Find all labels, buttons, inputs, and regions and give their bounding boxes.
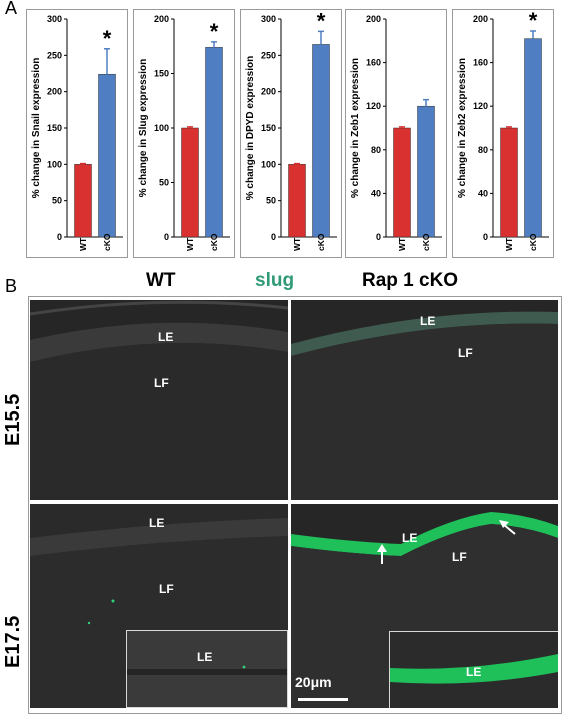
tick-label: 200 — [154, 14, 169, 24]
tick-label: 40 — [371, 188, 381, 198]
inset-e175-wt: LE — [126, 630, 288, 708]
category-label: WT — [397, 237, 407, 251]
chart-zeb1: % change in Zeb1 expression 0 40 80 120 160 20… — [345, 9, 447, 258]
tick-label: 50 — [52, 196, 62, 206]
tick-label: 250 — [261, 50, 276, 60]
tissue-texture — [30, 300, 288, 500]
stain-name-heading: slug — [255, 270, 295, 291]
bar-wt — [74, 164, 92, 238]
category-label: WT — [185, 237, 195, 251]
bar-wt — [500, 127, 518, 238]
chart-zeb2: % change in Zeb2 expression 0 40 80 120 160 20… — [452, 9, 554, 258]
significance-marker: * — [103, 26, 112, 51]
significance-marker: * — [529, 10, 538, 33]
tick-label: 200 — [261, 87, 276, 97]
significance-marker: * — [210, 19, 219, 44]
tick-label: 100 — [154, 123, 169, 133]
bar-cko — [312, 44, 330, 238]
category-label: cKO — [421, 233, 431, 251]
inset-texture — [127, 631, 287, 707]
tick-label: 120 — [473, 101, 488, 111]
micrograph-e155-wt: LE LF — [30, 300, 288, 500]
lens-epithelium-label: LE — [402, 531, 418, 545]
significance-marker: * — [317, 10, 326, 33]
tick-label: 150 — [261, 123, 276, 133]
lens-epithelium-label: LE — [466, 665, 482, 679]
panel-b-letter: B — [5, 276, 18, 296]
lens-epithelium-label: LE — [149, 516, 165, 530]
tick-label: 0 — [164, 232, 169, 242]
chart-svg: % change in Snail expression 0 50 100 150 200… — [31, 14, 123, 251]
category-label: cKO — [102, 233, 112, 251]
bar-wt — [393, 127, 411, 238]
y-axis-label: % change in Zeb2 expression — [457, 58, 468, 198]
inset-texture — [390, 632, 558, 708]
bar-cko — [98, 73, 116, 238]
category-label: cKO — [528, 233, 538, 251]
tick-label: 300 — [47, 14, 62, 24]
y-axis-label: % change in Zeb1 expression — [350, 58, 361, 198]
tick-label: 50 — [159, 178, 169, 188]
lens-fiber-label: LF — [458, 346, 473, 360]
chart-svg: % change in Zeb1 expression 0 40 80 120 160 20… — [350, 14, 442, 251]
lens-fiber-label: LF — [159, 582, 174, 596]
bar-cko — [417, 105, 435, 238]
tick-label: 80 — [478, 145, 488, 155]
tick-label: 40 — [478, 188, 488, 198]
lens-epithelium-label: LE — [158, 330, 174, 344]
y-axis-label: % change in Snail expression — [31, 58, 42, 199]
tick-label: 50 — [266, 196, 276, 206]
lens-fiber-label: LF — [452, 550, 467, 564]
bar-wt — [181, 127, 199, 238]
row-label-e175: E17.5 — [2, 615, 24, 668]
tick-label: 0 — [483, 232, 488, 242]
chart-dpyd: % change in DPYD expression 0 50 100 150 200 2… — [240, 9, 342, 258]
chart-svg: % change in Slug expression 0 50 100 150 200 W… — [138, 14, 230, 251]
tick-label: 200 — [47, 87, 62, 97]
tick-label: 0 — [376, 232, 381, 242]
column-heading-cko: Rap 1 cKO — [362, 270, 459, 291]
tick-label: 300 — [261, 14, 276, 24]
tick-label: 250 — [47, 50, 62, 60]
micrograph-e175-wt: LE LF LE — [30, 504, 288, 708]
category-label: cKO — [316, 233, 326, 251]
tick-label: 160 — [473, 58, 488, 68]
tick-label: 100 — [47, 159, 62, 169]
scale-bar-label: 20μm — [295, 674, 332, 690]
chart-slug: % change in Slug expression 0 50 100 150 200 W… — [133, 9, 235, 258]
row-label-e155: E15.5 — [2, 393, 24, 446]
tissue-texture — [291, 300, 558, 500]
category-label: cKO — [209, 233, 219, 251]
tick-label: 150 — [154, 69, 169, 79]
tick-label: 160 — [366, 58, 381, 68]
category-label: WT — [504, 237, 514, 251]
y-axis-label: % change in DPYD expression — [245, 56, 256, 201]
tick-label: 150 — [47, 123, 62, 133]
micrograph-frame — [28, 296, 562, 714]
bar-cko — [205, 47, 223, 238]
inset-e175-cko: LE — [389, 631, 558, 708]
bar-cko — [524, 38, 542, 238]
lens-epithelium-label: LE — [420, 314, 436, 328]
lens-epithelium-label: LE — [197, 650, 213, 664]
panel-a-letter: A — [5, 0, 18, 18]
y-axis-label: % change in Slug expression — [138, 59, 149, 197]
tick-label: 0 — [271, 232, 276, 242]
lens-fiber-label: LF — [154, 376, 169, 390]
chart-svg: % change in DPYD expression 0 50 100 150 200 2… — [245, 10, 337, 251]
micrograph-e155-cko: LE LF — [291, 300, 558, 500]
tick-label: 0 — [57, 232, 62, 242]
tick-label: 120 — [366, 101, 381, 111]
micrograph-e175-cko: LE LF 20μm LE — [291, 504, 558, 708]
category-label: WT — [78, 237, 88, 251]
column-heading-wt: WT — [146, 270, 176, 291]
tick-label: 80 — [371, 145, 381, 155]
tick-label: 200 — [366, 14, 381, 24]
chart-svg: % change in Zeb2 expression 0 40 80 120 160 20… — [457, 10, 549, 251]
tick-label: 100 — [261, 159, 276, 169]
tick-label: 200 — [473, 14, 488, 24]
category-label: WT — [292, 237, 302, 251]
chart-snail: % change in Snail expression 0 50 100 150 200… — [26, 9, 128, 258]
bar-wt — [288, 164, 306, 238]
